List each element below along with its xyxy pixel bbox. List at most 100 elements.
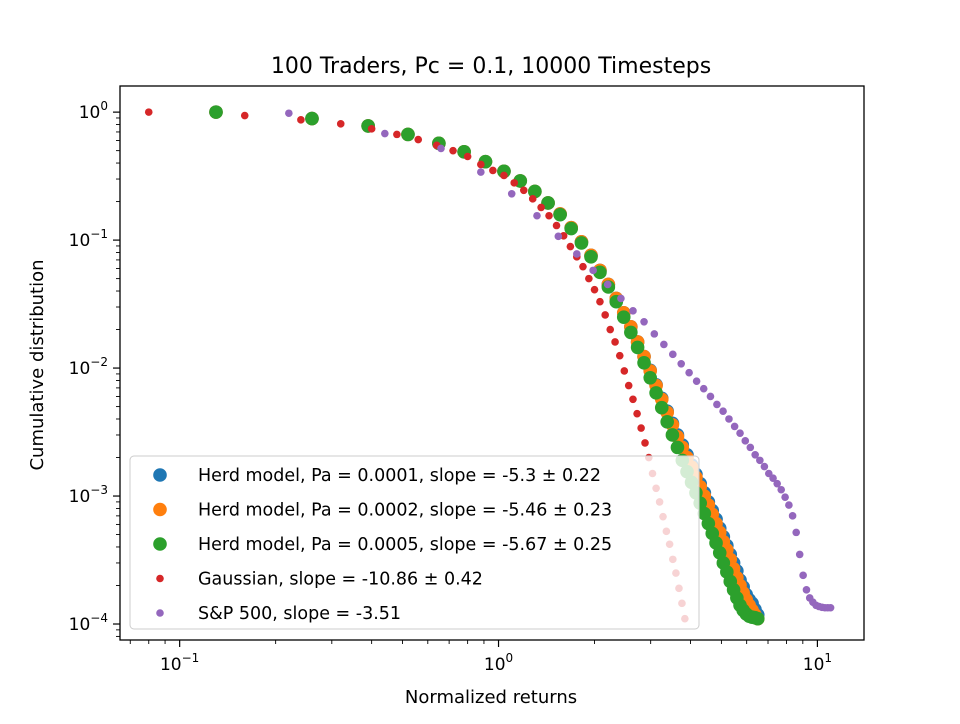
legend: Herd model, Pa = 0.0001, slope = -5.3 ± … bbox=[129, 455, 700, 630]
x-ticks: 10−1 100 101 bbox=[129, 640, 832, 675]
data-point bbox=[685, 368, 693, 377]
data-point bbox=[616, 310, 631, 324]
data-point bbox=[699, 384, 708, 393]
y-tick-label: 10−3 bbox=[69, 483, 108, 507]
data-point bbox=[285, 109, 293, 118]
plot-frame bbox=[119, 85, 865, 641]
data-point bbox=[751, 451, 759, 459]
data-point bbox=[566, 242, 575, 251]
data-point bbox=[336, 120, 345, 128]
data-point bbox=[665, 428, 680, 442]
x-tick-label: 101 bbox=[803, 651, 832, 675]
data-point bbox=[519, 186, 528, 195]
data-point bbox=[637, 424, 645, 432]
data-point bbox=[637, 355, 651, 370]
data-point bbox=[500, 171, 508, 180]
data-point bbox=[414, 135, 423, 144]
data-point bbox=[584, 250, 598, 264]
data-point bbox=[596, 297, 604, 306]
data-point bbox=[617, 294, 625, 303]
data-point bbox=[573, 250, 581, 258]
data-point bbox=[629, 307, 637, 315]
data-point bbox=[601, 311, 609, 319]
data-point bbox=[574, 236, 589, 250]
y-tick-label: 100 bbox=[79, 99, 108, 123]
data-point bbox=[692, 377, 701, 385]
data-point bbox=[736, 429, 744, 437]
data-point bbox=[553, 207, 567, 222]
chart-title: 100 Traders, Pc = 0.1, 10000 Timesteps bbox=[271, 54, 711, 79]
data-point bbox=[826, 603, 835, 612]
data-point bbox=[799, 571, 807, 580]
legend-label: Herd model, Pa = 0.0002, slope = -5.46 ±… bbox=[198, 501, 612, 521]
data-point bbox=[589, 266, 597, 275]
data-point bbox=[590, 285, 599, 294]
data-point bbox=[603, 280, 612, 289]
data-point bbox=[533, 211, 541, 220]
data-point bbox=[620, 367, 629, 375]
legend-marker bbox=[156, 574, 164, 583]
data-point bbox=[528, 184, 542, 199]
data-point bbox=[730, 422, 739, 431]
data-point bbox=[781, 493, 789, 501]
axes-layer: 10−1 100 101 10−4 10−3 10−2 10−1 100 bbox=[69, 85, 865, 675]
data-point bbox=[437, 144, 445, 153]
legend-entry: Herd model, Pa = 0.0005, slope = -5.67 ±… bbox=[153, 535, 612, 555]
data-point bbox=[297, 116, 305, 124]
data-point bbox=[650, 330, 659, 338]
data-point bbox=[209, 105, 223, 119]
data-point bbox=[624, 381, 633, 390]
data-point bbox=[788, 512, 797, 520]
data-point bbox=[629, 395, 637, 404]
data-point bbox=[367, 125, 376, 133]
data-point bbox=[741, 437, 750, 445]
data-point bbox=[649, 386, 663, 400]
legend-marker bbox=[153, 468, 167, 482]
data-point bbox=[393, 130, 401, 139]
series-4 bbox=[285, 109, 835, 612]
data-point bbox=[670, 440, 685, 455]
y-tick-label: 10−4 bbox=[69, 611, 108, 635]
data-point bbox=[528, 195, 537, 203]
data-point bbox=[615, 351, 624, 360]
legend-box bbox=[129, 455, 700, 630]
y-axis-label: Cumulative distribution bbox=[27, 259, 48, 470]
data-point bbox=[381, 129, 389, 138]
y-ticks: 10−4 10−3 10−2 10−1 100 bbox=[69, 99, 120, 637]
data-point bbox=[564, 221, 578, 236]
data-point bbox=[240, 111, 249, 120]
data-point bbox=[510, 179, 519, 187]
data-point bbox=[579, 262, 587, 271]
data-point bbox=[669, 350, 677, 359]
data-point bbox=[750, 611, 765, 626]
data-point bbox=[401, 127, 415, 142]
data-point bbox=[785, 501, 793, 509]
data-point bbox=[611, 338, 619, 346]
data-point bbox=[769, 474, 777, 482]
data-point bbox=[713, 400, 721, 409]
x-axis-label: Normalized returns bbox=[405, 687, 577, 708]
data-point bbox=[756, 456, 764, 465]
data-point bbox=[795, 550, 804, 559]
data-point bbox=[144, 108, 153, 116]
legend-label: Herd model, Pa = 0.0005, slope = -5.67 ±… bbox=[198, 535, 612, 555]
data-point bbox=[552, 221, 561, 230]
data-point bbox=[802, 586, 811, 594]
legend-entry: Gaussian, slope = -10.86 ± 0.42 bbox=[156, 570, 483, 590]
data-point bbox=[477, 168, 485, 176]
y-tick-label: 10−2 bbox=[69, 355, 108, 379]
data-point bbox=[643, 370, 658, 385]
data-point bbox=[654, 400, 669, 415]
data-point bbox=[305, 111, 319, 126]
data-point bbox=[633, 409, 641, 418]
data-point bbox=[660, 340, 668, 349]
y-tick-label: 10−1 bbox=[69, 227, 108, 251]
data-point bbox=[489, 166, 497, 175]
legend-marker bbox=[153, 537, 167, 551]
data-point bbox=[545, 211, 553, 220]
data-point bbox=[507, 190, 516, 198]
data-point bbox=[725, 415, 733, 423]
data-point bbox=[477, 160, 485, 169]
data-point bbox=[677, 359, 685, 368]
